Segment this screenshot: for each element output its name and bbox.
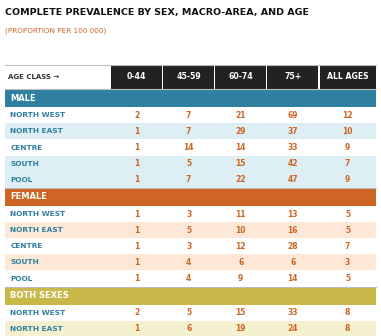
Text: 4: 4 xyxy=(186,258,191,267)
Text: POOL: POOL xyxy=(10,276,32,282)
Text: 1: 1 xyxy=(134,226,139,235)
Text: 69: 69 xyxy=(288,111,298,120)
Text: FEMALE: FEMALE xyxy=(10,193,47,201)
Text: 8: 8 xyxy=(345,308,350,317)
Text: 0-44: 0-44 xyxy=(127,72,146,81)
Text: 15: 15 xyxy=(235,308,246,317)
Text: 12: 12 xyxy=(343,111,353,120)
Text: 12: 12 xyxy=(235,242,246,251)
Text: 21: 21 xyxy=(235,111,246,120)
Text: 5: 5 xyxy=(345,210,350,218)
Text: 10: 10 xyxy=(235,226,246,235)
Text: 6: 6 xyxy=(238,258,243,267)
Text: 1: 1 xyxy=(134,274,139,283)
Text: POOL: POOL xyxy=(10,177,32,183)
Text: 5: 5 xyxy=(186,308,191,317)
Text: 16: 16 xyxy=(288,226,298,235)
Text: 45-59: 45-59 xyxy=(176,72,201,81)
Text: 9: 9 xyxy=(238,274,243,283)
Text: NORTH EAST: NORTH EAST xyxy=(10,128,63,134)
Text: 22: 22 xyxy=(235,175,246,184)
Text: 1: 1 xyxy=(134,210,139,218)
Text: AGE CLASS →: AGE CLASS → xyxy=(8,74,59,80)
Text: NORTH EAST: NORTH EAST xyxy=(10,227,63,233)
Text: 5: 5 xyxy=(186,159,191,168)
Text: SOUTH: SOUTH xyxy=(10,259,39,265)
Text: 42: 42 xyxy=(288,159,298,168)
Text: SOUTH: SOUTH xyxy=(10,161,39,167)
Text: 2: 2 xyxy=(134,308,139,317)
Text: 14: 14 xyxy=(183,143,194,152)
Text: 7: 7 xyxy=(186,111,191,120)
Text: 33: 33 xyxy=(288,143,298,152)
Text: 6: 6 xyxy=(186,325,191,333)
Text: 75+: 75+ xyxy=(284,72,301,81)
Text: 9: 9 xyxy=(345,175,350,184)
Text: BOTH SEXES: BOTH SEXES xyxy=(10,291,69,300)
Text: 1: 1 xyxy=(134,325,139,333)
Text: 10: 10 xyxy=(343,127,353,136)
Text: NORTH WEST: NORTH WEST xyxy=(10,211,66,217)
Text: 29: 29 xyxy=(235,127,246,136)
Text: 3: 3 xyxy=(345,258,350,267)
Text: 1: 1 xyxy=(134,143,139,152)
Text: 24: 24 xyxy=(288,325,298,333)
Text: 7: 7 xyxy=(345,159,350,168)
Text: 5: 5 xyxy=(345,274,350,283)
Text: 1: 1 xyxy=(134,159,139,168)
Text: 14: 14 xyxy=(235,143,246,152)
Text: 1: 1 xyxy=(134,258,139,267)
Text: 28: 28 xyxy=(287,242,298,251)
Text: 1: 1 xyxy=(134,127,139,136)
Text: 4: 4 xyxy=(186,274,191,283)
Text: 15: 15 xyxy=(235,159,246,168)
Text: 1: 1 xyxy=(134,242,139,251)
Text: COMPLETE PREVALENCE BY SEX, MACRO-AREA, AND AGE: COMPLETE PREVALENCE BY SEX, MACRO-AREA, … xyxy=(5,8,309,17)
Text: 11: 11 xyxy=(235,210,246,218)
Text: MALE: MALE xyxy=(10,94,36,102)
Text: 13: 13 xyxy=(288,210,298,218)
Text: 3: 3 xyxy=(186,242,191,251)
Text: CENTRE: CENTRE xyxy=(10,243,43,249)
Text: 19: 19 xyxy=(235,325,246,333)
Text: NORTH WEST: NORTH WEST xyxy=(10,112,66,118)
Text: 60-74: 60-74 xyxy=(228,72,253,81)
Text: 5: 5 xyxy=(345,226,350,235)
Text: 5: 5 xyxy=(186,226,191,235)
Text: ALL AGES: ALL AGES xyxy=(327,72,368,81)
Text: 33: 33 xyxy=(288,308,298,317)
Text: 47: 47 xyxy=(287,175,298,184)
Text: NORTH WEST: NORTH WEST xyxy=(10,310,66,316)
Text: NORTH EAST: NORTH EAST xyxy=(10,326,63,332)
Text: 3: 3 xyxy=(186,210,191,218)
Text: (PROPORTION PER 100 000): (PROPORTION PER 100 000) xyxy=(5,28,106,34)
Text: 9: 9 xyxy=(345,143,350,152)
Text: CENTRE: CENTRE xyxy=(10,144,43,151)
Text: 1: 1 xyxy=(134,175,139,184)
Text: 6: 6 xyxy=(290,258,295,267)
Text: 14: 14 xyxy=(288,274,298,283)
Text: 37: 37 xyxy=(287,127,298,136)
Text: 2: 2 xyxy=(134,111,139,120)
Text: 8: 8 xyxy=(345,325,350,333)
Text: 7: 7 xyxy=(186,127,191,136)
Text: 7: 7 xyxy=(186,175,191,184)
Text: 7: 7 xyxy=(345,242,350,251)
